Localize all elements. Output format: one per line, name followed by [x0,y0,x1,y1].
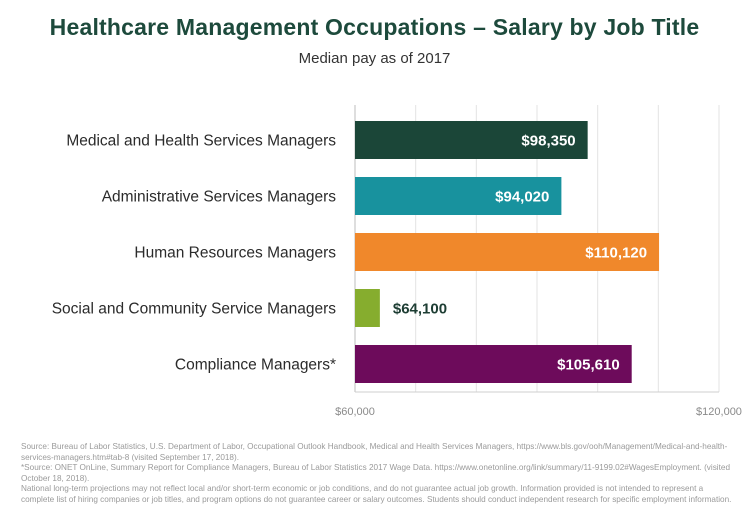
bar [355,121,588,159]
bar [355,289,380,327]
chart-subtitle: Median pay as of 2017 [298,50,451,67]
category-label: Social and Community Service Managers [52,301,337,318]
bars: Medical and Health Services Managers $98,… [52,121,660,383]
disclaimer-note: National long-term projections may not r… [21,484,732,504]
bar [355,345,632,383]
value-label: $110,120 [585,245,647,262]
value-label: $98,350 [521,133,575,150]
category-label: Administrative Services Managers [102,189,337,206]
x-tick-label: $60,000 [335,406,375,418]
value-label: $64,100 [393,301,447,318]
x-axis: $60,000 $120,000 [335,391,742,418]
source-note: Source: Bureau of Labor Statistics, U.S.… [21,442,728,462]
bar [355,177,562,215]
category-label: Compliance Managers* [175,357,336,374]
bar-chart: Medical and Health Services Managers $98,… [52,105,742,418]
value-label: $105,610 [557,357,620,374]
x-tick-label: $120,000 [696,406,742,418]
source-note-compliance: *Source: ONET OnLine, Summary Report for… [21,463,731,483]
category-label: Human Resources Managers [134,245,336,262]
category-label: Medical and Health Services Managers [66,133,336,150]
bar [355,233,660,271]
footer-notes: Source: Bureau of Labor Statistics, U.S.… [21,442,736,506]
value-label: $94,020 [495,189,549,206]
chart-title: Healthcare Management Occupations – Sala… [49,14,700,40]
